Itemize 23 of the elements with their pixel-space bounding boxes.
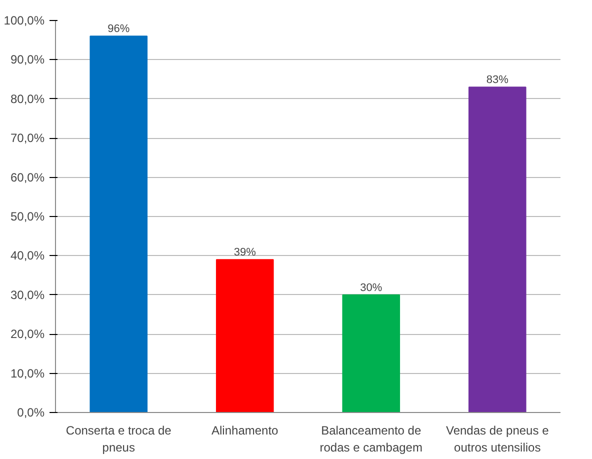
bar <box>342 294 400 412</box>
x-tick-label: Conserta e troca de pneus <box>66 424 172 454</box>
bar <box>216 259 274 412</box>
x-tick-label: Balanceamento de rodas e cambagem <box>320 424 422 454</box>
data-label: 96% <box>108 23 130 36</box>
y-tick-label: 60,0% <box>10 170 45 184</box>
data-label: 39% <box>234 246 256 259</box>
y-tick-label: 30,0% <box>10 288 45 302</box>
bar <box>468 86 526 412</box>
y-tick-label: 70,0% <box>10 131 45 146</box>
x-tick-label: Vendas de pneus e outros utensilios <box>446 424 550 454</box>
y-tick-label: 40,0% <box>10 248 45 263</box>
y-tick-label: 10,0% <box>10 366 45 380</box>
data-label: 83% <box>486 74 509 86</box>
y-tick-label: 90,0% <box>10 52 45 67</box>
y-tick-label: 100,0% <box>4 14 45 28</box>
x-tick-label: Alinhamento <box>212 424 279 438</box>
data-label: 30% <box>360 282 382 294</box>
bar <box>90 36 148 412</box>
y-tick-label: 0,0% <box>17 406 45 420</box>
y-tick-label: 50,0% <box>10 210 45 224</box>
y-tick-label: 80,0% <box>10 92 45 106</box>
y-tick-label: 20,0% <box>10 327 45 342</box>
